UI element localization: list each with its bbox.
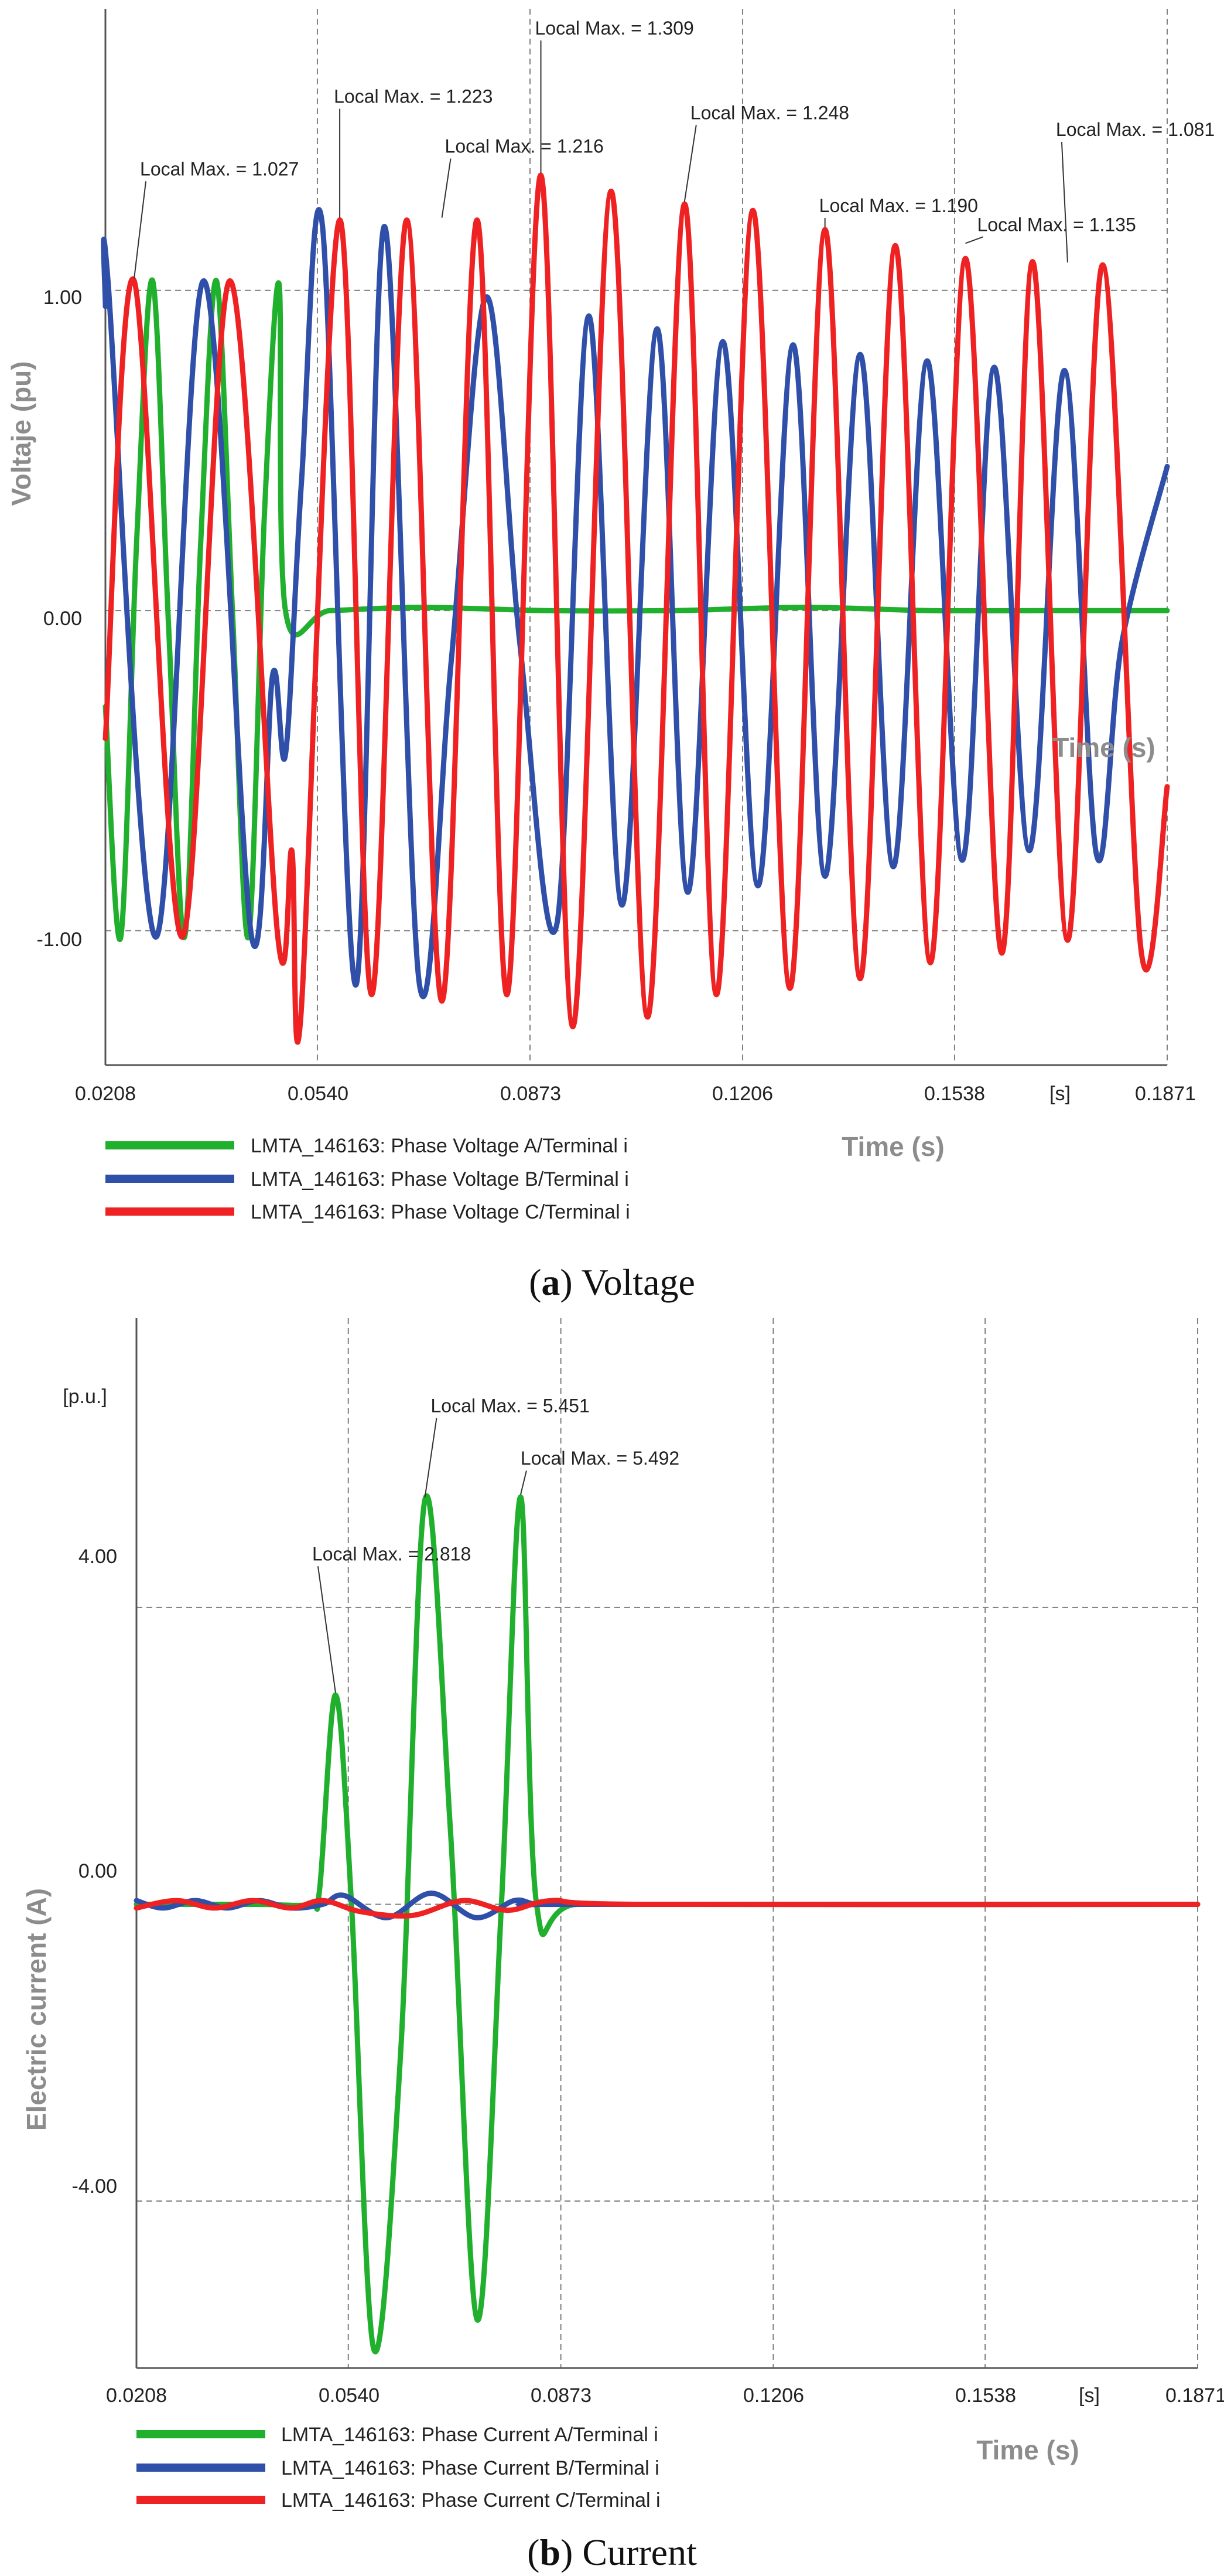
current-xtick-3: 0.1206 [743,2384,804,2407]
current-ylabel: Electric current (A) [21,1888,52,2131]
current-xtick-0: 0.0208 [106,2384,167,2407]
current-xtick-1: 0.0540 [319,2384,379,2407]
current-grid [136,1318,1198,2368]
legend-label-voltage-c: LMTA_146163: Phase Voltage C/Terminal i [251,1201,630,1223]
voltage-legend: LMTA_146163: Phase Voltage A/Terminal i … [105,1135,630,1223]
voltage-annotation-5: Local Max. = 1.190 [819,195,978,216]
current-xtick-5: 0.1871 [1165,2384,1224,2407]
current-annotation-leader-2 [519,1470,527,1495]
voltage-xtick-3: 0.1206 [712,1083,773,1105]
current-yunit: [p.u.] [63,1386,107,1408]
voltage-plot-frame [104,9,1167,1066]
current-series-a-line [134,1493,1201,2355]
voltage-annotation-1: Local Max. = 1.223 [334,86,493,107]
voltage-annotation-leader-4 [683,125,697,202]
voltage-inner-time-label: Time (s) [1052,732,1155,763]
voltage-xtick-5: 0.1871 [1135,1083,1196,1105]
voltage-panel: Local Max. = 1.027 Local Max. = 1.223 Loca… [6,9,1215,1303]
voltage-xtick-1: 0.0540 [288,1083,348,1105]
current-caption: (b) Current [527,2531,697,2573]
current-xtick-4: 0.1538 [955,2384,1016,2407]
current-xtick-2: 0.0873 [531,2384,592,2407]
current-annotation-0: Local Max. = 2.818 [312,1543,471,1564]
voltage-caption: (a) Voltage [529,1261,695,1303]
voltage-annotations: Local Max. = 1.027 Local Max. = 1.223 Loca… [134,18,1215,279]
current-xunit: [s] [1079,2384,1100,2407]
voltage-xtick-4: 0.1538 [924,1083,985,1105]
current-plot-frame [135,1318,1198,2369]
current-annotation-leader-1 [424,1418,437,1498]
voltage-annotation-6: Local Max. = 1.135 [977,214,1136,235]
voltage-annotation-leader-0 [134,181,147,279]
voltage-ytick-1: 1.00 [43,286,82,309]
voltage-annotation-2: Local Max. = 1.216 [445,136,604,157]
voltage-annotation-leader-7 [1061,142,1068,263]
voltage-series-c-line [102,172,1170,1045]
voltage-annotation-leader-6 [965,236,983,244]
legend-label-current-b: LMTA_146163: Phase Current B/Terminal i [281,2457,659,2479]
voltage-annotation-7: Local Max. = 1.081 [1056,119,1215,140]
current-annotation-1: Local Max. = 5.451 [430,1395,589,1416]
current-legend: LMTA_146163: Phase Current A/Terminal i … [136,2424,661,2512]
voltage-series [101,172,1170,1045]
legend-label-current-a: LMTA_146163: Phase Current A/Terminal i [281,2424,658,2446]
legend-label-voltage-a: LMTA_146163: Phase Voltage A/Terminal i [251,1135,628,1157]
current-ytick-4: 4.00 [78,1545,117,1568]
current-ytick-m4: -4.00 [72,2175,118,2198]
voltage-xunit: [s] [1049,1083,1071,1105]
legend-label-voltage-b: LMTA_146163: Phase Voltage B/Terminal i [251,1168,629,1190]
current-annotation-2: Local Max. = 5.492 [521,1448,679,1469]
voltage-ytick-m1: -1.00 [37,929,83,951]
voltage-annotation-4: Local Max. = 1.248 [690,102,849,123]
voltage-ylabel: Voltaje (pu) [6,361,36,506]
current-panel: Local Max. = 2.818 Local Max. = 5.451 Loca… [21,1318,1224,2573]
current-series-c-line [134,1898,1201,1919]
current-ytick-0: 0.00 [78,1860,117,1882]
voltage-annotation-3: Local Max. = 1.309 [535,18,694,39]
voltage-xtick-0: 0.0208 [75,1083,136,1105]
voltage-xlabel: Time (s) [842,1131,945,1162]
voltage-annotation-leader-2 [441,158,452,218]
voltage-series-b-line [101,207,1170,999]
voltage-ytick-0: 0.00 [43,608,82,630]
current-xlabel: Time (s) [976,2435,1079,2465]
voltage-annotation-0: Local Max. = 1.027 [140,158,299,179]
voltage-xtick-2: 0.0873 [500,1083,561,1105]
current-annotation-leader-0 [317,1566,336,1693]
current-series [134,1493,1201,2355]
current-annotations: Local Max. = 2.818 Local Max. = 5.451 Loca… [312,1395,679,1693]
legend-label-current-c: LMTA_146163: Phase Current C/Terminal i [281,2489,661,2512]
